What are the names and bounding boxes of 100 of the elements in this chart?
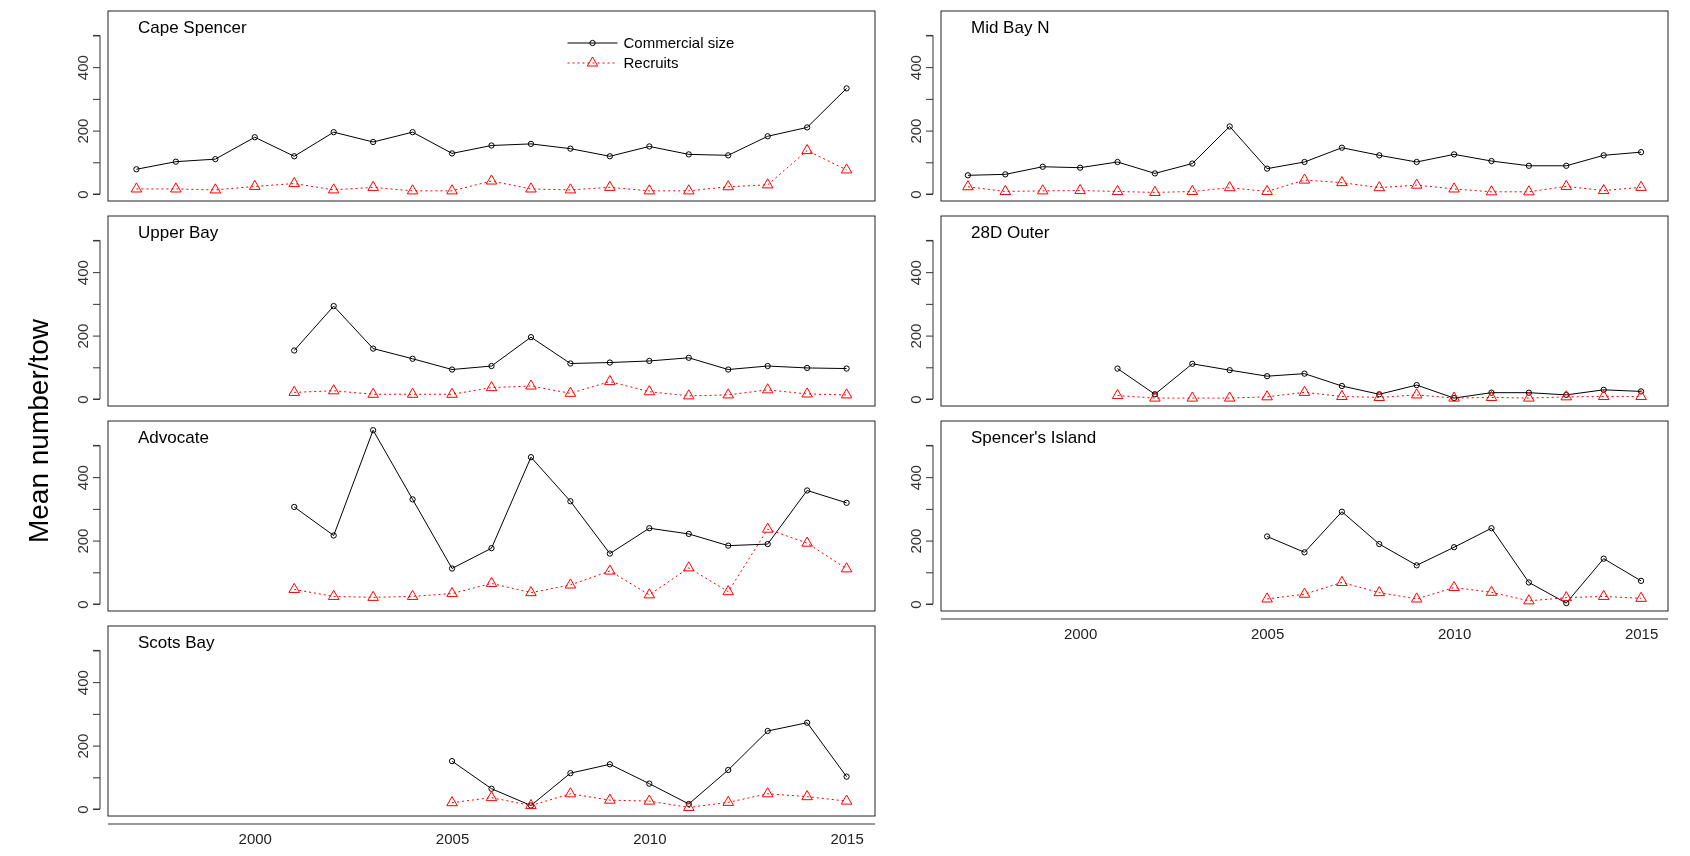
x-tick-label: 2005 xyxy=(435,829,470,847)
point xyxy=(683,389,695,400)
point xyxy=(643,184,656,195)
point xyxy=(488,545,495,552)
point xyxy=(1488,157,1495,165)
point xyxy=(685,530,692,538)
point xyxy=(1485,185,1498,196)
point xyxy=(488,362,495,370)
point xyxy=(801,536,813,547)
point xyxy=(840,388,853,399)
point xyxy=(172,158,180,165)
y-tick-label: 0 xyxy=(74,190,91,199)
point xyxy=(288,176,300,188)
point xyxy=(1413,158,1420,166)
point xyxy=(646,357,653,365)
point xyxy=(1563,162,1570,169)
point xyxy=(801,143,813,155)
point xyxy=(1525,162,1533,169)
point xyxy=(604,564,616,575)
point xyxy=(1263,165,1271,172)
point xyxy=(840,562,853,573)
point xyxy=(840,163,853,174)
point xyxy=(327,589,340,600)
point xyxy=(1298,587,1311,598)
point xyxy=(1336,575,1348,586)
y-tick-label: 400 xyxy=(907,260,924,286)
point xyxy=(683,561,695,572)
point xyxy=(1149,185,1161,196)
x-tick-label: 2005 xyxy=(1250,624,1285,642)
point xyxy=(525,586,537,597)
point xyxy=(606,761,614,768)
x-tick-label: 2000 xyxy=(238,829,272,847)
point xyxy=(527,334,535,341)
point xyxy=(1560,179,1573,190)
point xyxy=(525,798,537,810)
point xyxy=(1525,579,1533,586)
y-tick-label: 400 xyxy=(74,260,91,286)
point xyxy=(488,142,495,149)
point xyxy=(367,387,379,398)
point xyxy=(249,179,261,190)
point xyxy=(330,302,337,310)
point xyxy=(369,138,377,146)
x-tick-label: 2000 xyxy=(1063,624,1098,642)
point xyxy=(291,153,298,160)
point xyxy=(643,588,656,599)
point xyxy=(685,354,692,361)
point xyxy=(367,590,379,601)
point xyxy=(1076,164,1084,171)
point xyxy=(409,129,416,136)
point xyxy=(1338,508,1346,515)
point xyxy=(1523,594,1535,605)
legend-label: Commercial size xyxy=(623,34,735,51)
point xyxy=(1376,152,1383,159)
point xyxy=(485,174,498,185)
y-tick-label: 200 xyxy=(74,323,91,349)
point xyxy=(485,381,498,392)
legend-label: Recruits xyxy=(623,54,679,71)
point xyxy=(448,366,456,373)
point xyxy=(525,182,537,193)
point xyxy=(288,385,300,396)
point xyxy=(1376,540,1383,548)
point xyxy=(564,183,577,194)
point xyxy=(1301,158,1308,166)
point xyxy=(1488,525,1495,532)
point xyxy=(1410,178,1423,189)
point xyxy=(406,589,419,600)
point xyxy=(761,178,774,189)
point xyxy=(485,791,498,802)
x-tick-label: 2010 xyxy=(1437,624,1472,642)
y-tick-label: 400 xyxy=(74,670,91,696)
point xyxy=(212,155,219,163)
x-tick-label: 2015 xyxy=(830,829,864,847)
point xyxy=(604,375,616,386)
point xyxy=(1413,562,1420,569)
y-tick-label: 200 xyxy=(74,733,91,759)
point xyxy=(1597,589,1610,600)
point xyxy=(488,785,495,792)
point xyxy=(801,790,813,801)
point xyxy=(722,795,734,806)
point xyxy=(1448,182,1460,193)
point xyxy=(369,427,377,434)
point xyxy=(604,180,616,191)
point xyxy=(1074,183,1086,195)
point xyxy=(448,565,456,572)
point xyxy=(722,180,734,191)
point xyxy=(209,183,222,194)
point xyxy=(446,586,458,598)
point xyxy=(1114,158,1121,166)
y-tick-label: 0 xyxy=(74,600,91,609)
point xyxy=(446,387,458,398)
point xyxy=(527,140,535,148)
point xyxy=(1597,183,1610,195)
point xyxy=(764,727,771,735)
y-tick-label: 200 xyxy=(907,323,924,349)
point xyxy=(764,133,771,140)
point xyxy=(567,145,574,152)
chart-title: 28D Outer xyxy=(971,223,1050,242)
point xyxy=(564,386,577,397)
point xyxy=(803,487,811,494)
point xyxy=(803,124,811,131)
